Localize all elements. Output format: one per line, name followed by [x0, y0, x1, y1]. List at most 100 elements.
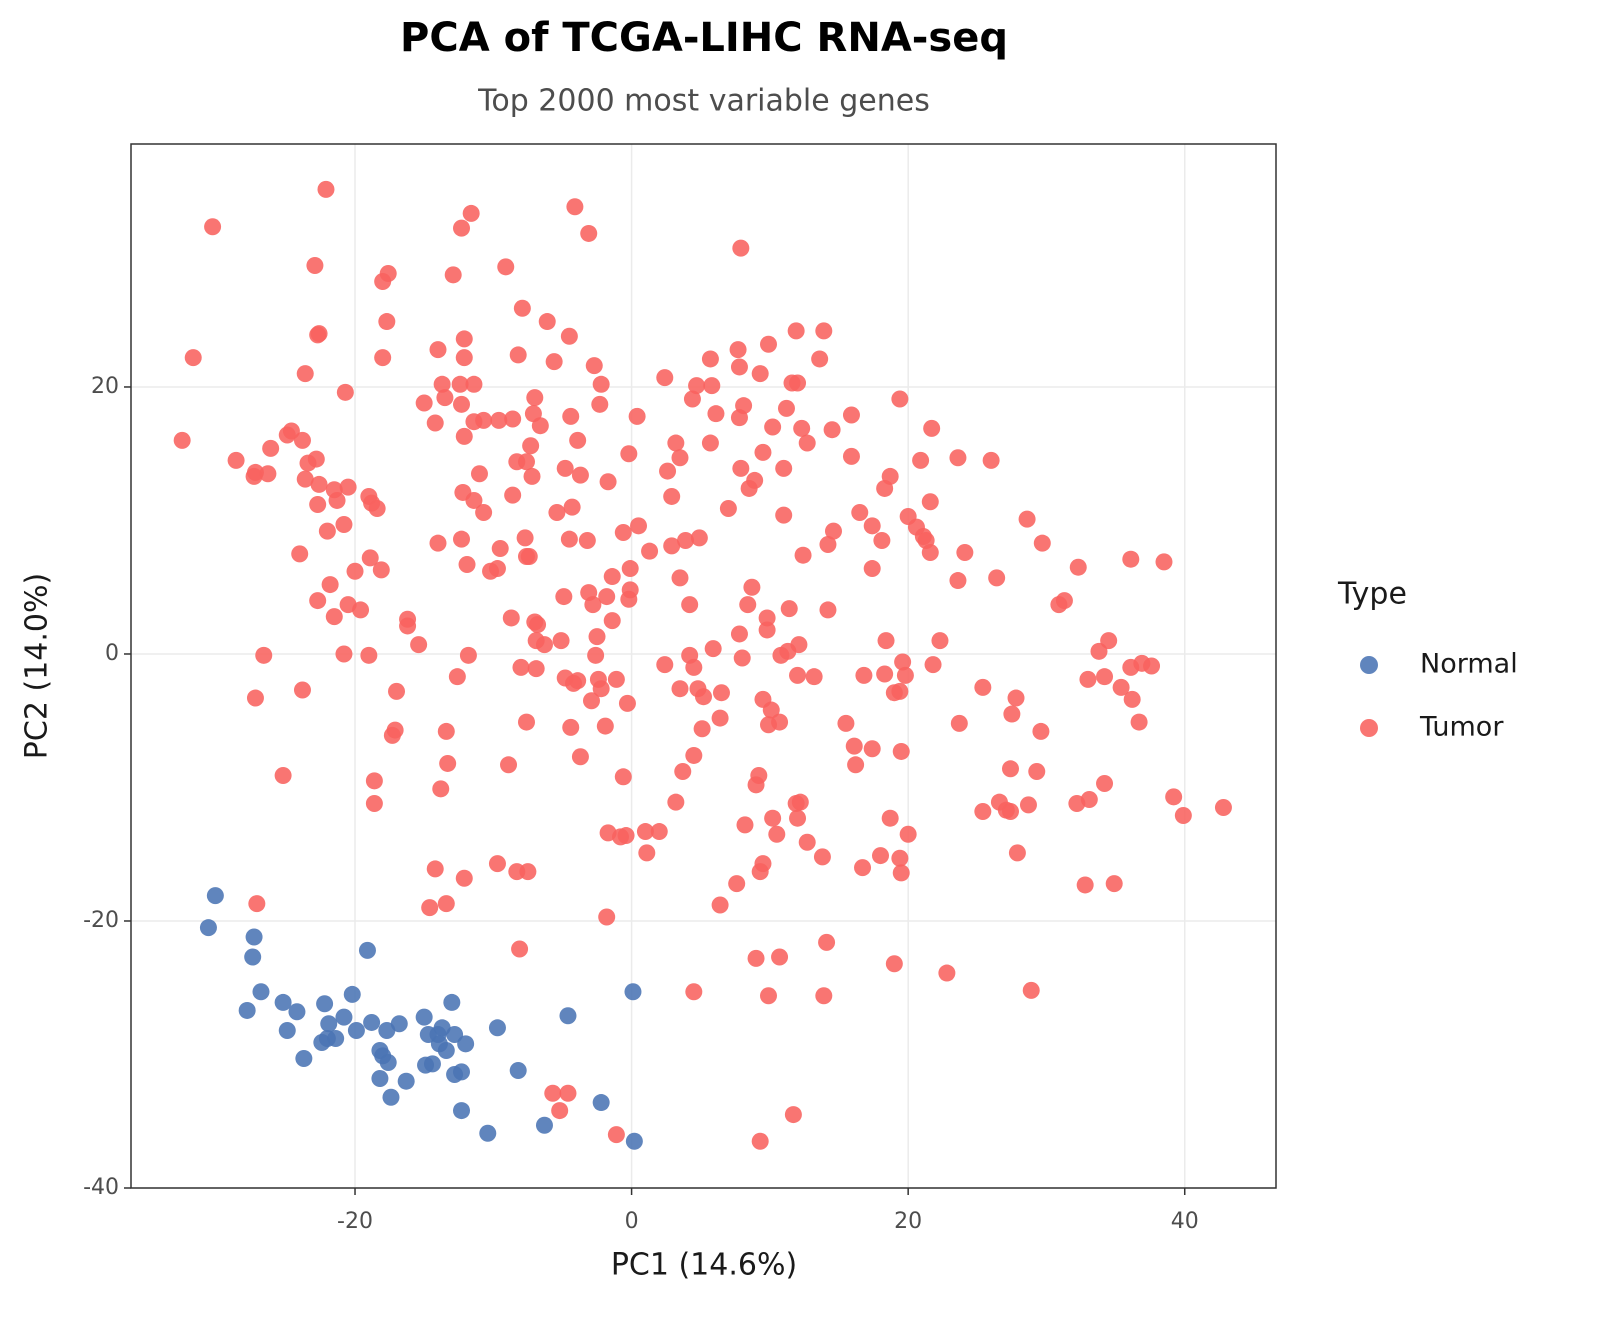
point [360, 646, 378, 664]
point [677, 532, 695, 550]
point [671, 569, 689, 587]
point [747, 949, 765, 967]
point [730, 409, 748, 427]
point [813, 848, 831, 866]
point [519, 863, 537, 881]
point [455, 427, 473, 445]
point [430, 1035, 448, 1053]
point [899, 825, 917, 843]
point [739, 596, 757, 614]
point [432, 780, 450, 798]
point [789, 374, 807, 392]
point [950, 714, 968, 732]
point [522, 437, 540, 455]
point [1007, 689, 1025, 707]
point [732, 239, 750, 257]
legend-title: Type [1337, 577, 1407, 612]
point [458, 556, 476, 574]
point [453, 530, 471, 548]
point [729, 341, 747, 359]
x-tick-label: 20 [894, 1209, 922, 1234]
y-axis-title: PC2 (14.0%) [20, 573, 55, 759]
point [500, 756, 518, 774]
point [625, 1132, 643, 1150]
point [842, 447, 860, 465]
point [798, 833, 816, 851]
point [516, 529, 534, 547]
point [296, 470, 314, 488]
point [504, 410, 522, 428]
point [794, 546, 812, 564]
point [607, 670, 625, 688]
point [636, 823, 654, 841]
point [671, 680, 689, 698]
point [693, 720, 711, 738]
point [578, 532, 596, 550]
point [659, 462, 677, 480]
point [982, 451, 1000, 469]
point [892, 864, 910, 882]
point [617, 827, 635, 845]
point [956, 544, 974, 562]
point [511, 940, 529, 958]
point [336, 383, 354, 401]
point [620, 590, 638, 608]
point [299, 454, 317, 472]
point [671, 449, 689, 467]
point [762, 701, 780, 719]
point [818, 933, 836, 951]
point [465, 375, 483, 393]
point [789, 666, 807, 684]
point [712, 684, 730, 702]
point [488, 1019, 506, 1037]
point [591, 395, 609, 413]
point [451, 375, 469, 393]
point [845, 737, 863, 755]
point [775, 506, 793, 524]
point [614, 768, 632, 786]
point [278, 426, 296, 444]
point [730, 358, 748, 376]
point [656, 369, 674, 387]
point [490, 411, 508, 429]
point [1008, 844, 1026, 862]
point [730, 625, 748, 643]
legend-label: Tumor [1419, 712, 1504, 743]
point [397, 1072, 415, 1090]
point [872, 847, 890, 865]
point [599, 473, 617, 491]
point [378, 1021, 396, 1039]
point [372, 561, 390, 579]
point [551, 1102, 569, 1120]
point [423, 1055, 441, 1073]
point [335, 645, 353, 663]
point [876, 665, 894, 683]
point [238, 1001, 256, 1019]
point [1033, 534, 1051, 552]
point [912, 451, 930, 469]
point [736, 816, 754, 834]
point [453, 219, 471, 237]
point [1123, 690, 1141, 708]
point [585, 357, 603, 375]
point [497, 258, 515, 276]
point [488, 855, 506, 873]
point [361, 549, 379, 567]
point [892, 742, 910, 760]
point [584, 596, 602, 614]
point [448, 668, 466, 686]
point [1096, 668, 1114, 686]
point [429, 534, 447, 552]
point [1028, 762, 1046, 780]
point [771, 948, 789, 966]
point [204, 218, 222, 236]
point [751, 863, 769, 881]
point [293, 431, 311, 449]
point [173, 431, 191, 449]
point [921, 493, 939, 511]
point [732, 459, 750, 477]
point [556, 459, 574, 477]
point [598, 588, 616, 606]
point [509, 346, 527, 364]
point [592, 375, 610, 393]
